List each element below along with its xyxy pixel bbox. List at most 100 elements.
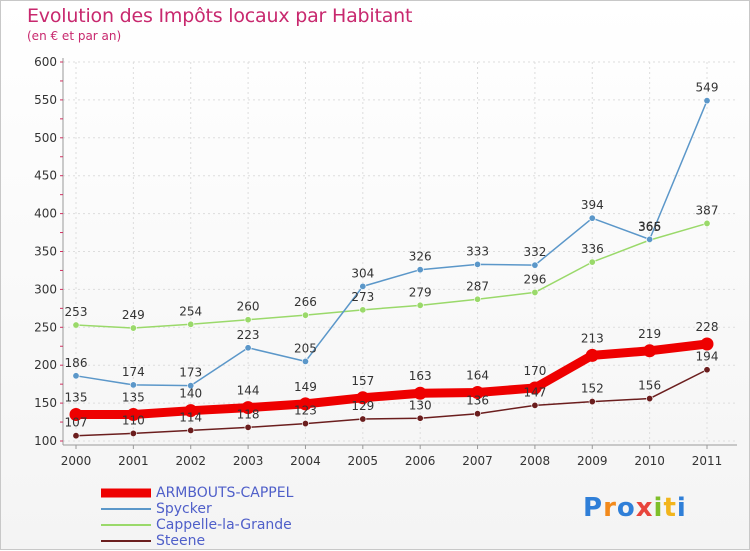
data-label: 144 bbox=[237, 384, 260, 398]
data-label: 260 bbox=[237, 300, 260, 314]
data-label: 219 bbox=[638, 327, 661, 341]
data-label: 186 bbox=[65, 356, 88, 370]
data-label: 170 bbox=[523, 364, 546, 378]
data-label: 135 bbox=[65, 390, 88, 404]
data-label: 213 bbox=[581, 331, 604, 345]
data-label: 107 bbox=[65, 416, 88, 430]
data-point bbox=[474, 260, 482, 268]
logo-letter: i bbox=[676, 493, 687, 523]
data-point bbox=[646, 235, 654, 243]
logo-letter: P bbox=[583, 493, 604, 523]
data-label: 296 bbox=[523, 272, 546, 286]
data-point bbox=[416, 266, 424, 274]
data-point bbox=[703, 97, 711, 105]
series-line-1 bbox=[75, 99, 708, 387]
data-label: 287 bbox=[466, 279, 489, 293]
data-label: 266 bbox=[294, 295, 317, 309]
data-label: 549 bbox=[696, 81, 719, 95]
data-label: 149 bbox=[294, 380, 317, 394]
x-tick-label: 2004 bbox=[290, 454, 321, 468]
series-line-0 bbox=[71, 339, 712, 419]
data-point bbox=[585, 348, 599, 362]
legend-label: ARMBOUTS-CAPPEL bbox=[156, 485, 294, 501]
data-point bbox=[474, 295, 482, 303]
data-label: 152 bbox=[581, 382, 604, 396]
x-tick-label: 2006 bbox=[405, 454, 436, 468]
legend-item: Steene bbox=[101, 533, 293, 549]
data-label: 136 bbox=[466, 394, 489, 408]
data-point bbox=[244, 344, 252, 352]
y-tick-label: 500 bbox=[34, 131, 57, 145]
logo-letter: x bbox=[635, 493, 654, 523]
y-tick-label: 400 bbox=[34, 207, 57, 221]
data-label: 114 bbox=[179, 410, 202, 424]
data-point bbox=[244, 423, 252, 431]
x-tick-label: 2007 bbox=[462, 454, 493, 468]
data-label: 304 bbox=[351, 266, 374, 280]
data-label: 223 bbox=[237, 328, 260, 342]
data-point bbox=[187, 320, 195, 328]
data-label: 279 bbox=[409, 285, 432, 299]
data-label: 326 bbox=[409, 250, 432, 264]
data-point bbox=[301, 420, 309, 428]
data-point bbox=[531, 288, 539, 296]
data-label: 130 bbox=[409, 398, 432, 412]
data-label: 129 bbox=[351, 399, 374, 413]
data-label: 273 bbox=[351, 290, 374, 304]
data-point bbox=[588, 214, 596, 222]
data-point bbox=[531, 261, 539, 269]
data-label: 333 bbox=[466, 244, 489, 258]
chart-title: Evolution des Impôts locaux par Habitant bbox=[27, 5, 413, 27]
data-point bbox=[416, 414, 424, 422]
data-point bbox=[241, 401, 255, 415]
data-label: 332 bbox=[523, 245, 546, 259]
data-point bbox=[72, 432, 80, 440]
series-line-2 bbox=[75, 222, 708, 329]
logo-letter: o bbox=[616, 493, 636, 523]
data-label: 174 bbox=[122, 365, 145, 379]
y-tick-label: 300 bbox=[34, 282, 57, 296]
logo-letter: r bbox=[603, 493, 617, 523]
data-point bbox=[646, 395, 654, 403]
data-label: 173 bbox=[179, 366, 202, 380]
x-tick-label: 2001 bbox=[118, 454, 149, 468]
data-point bbox=[129, 381, 137, 389]
data-point bbox=[72, 321, 80, 329]
data-label: 394 bbox=[581, 198, 604, 212]
data-point bbox=[471, 385, 485, 399]
data-label: 365 bbox=[638, 220, 661, 234]
data-point bbox=[531, 401, 539, 409]
chart-subtitle: (en € et par an) bbox=[27, 29, 122, 43]
data-point bbox=[244, 316, 252, 324]
data-point bbox=[703, 366, 711, 374]
data-point bbox=[528, 381, 542, 395]
data-label: 135 bbox=[122, 390, 145, 404]
data-label: 118 bbox=[237, 407, 260, 421]
data-point bbox=[129, 429, 137, 437]
legend-item: Spycker bbox=[101, 501, 293, 517]
data-point bbox=[643, 344, 657, 358]
y-tick-label: 250 bbox=[34, 320, 57, 334]
y-tick-label: 450 bbox=[34, 169, 57, 183]
data-point bbox=[356, 391, 370, 405]
data-point bbox=[474, 410, 482, 418]
legend-swatch bbox=[101, 488, 151, 498]
data-point bbox=[359, 415, 367, 423]
legend-swatch bbox=[101, 508, 151, 510]
data-label: 157 bbox=[351, 374, 374, 388]
legend-label: Cappelle-la-Grande bbox=[156, 517, 292, 533]
y-tick-label: 100 bbox=[34, 434, 57, 448]
data-point bbox=[703, 219, 711, 227]
data-point bbox=[588, 258, 596, 266]
x-tick-label: 2008 bbox=[520, 454, 551, 468]
data-label: 253 bbox=[65, 305, 88, 319]
proxiti-logo: Proxiti bbox=[583, 493, 687, 523]
logo-letter: i bbox=[653, 493, 664, 523]
data-point bbox=[700, 337, 714, 351]
x-tick-label: 2009 bbox=[577, 454, 608, 468]
data-label: 110 bbox=[122, 413, 145, 427]
data-point bbox=[301, 311, 309, 319]
legend-item: Cappelle-la-Grande bbox=[101, 517, 293, 533]
